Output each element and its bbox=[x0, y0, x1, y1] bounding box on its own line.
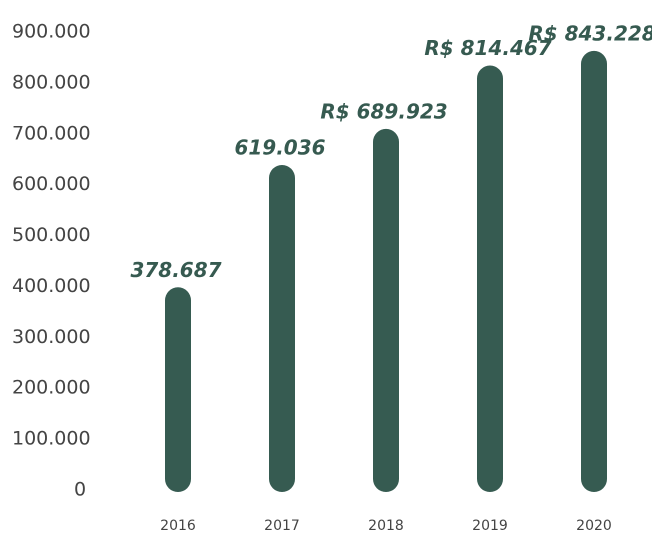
y-tick-label: 700.000 bbox=[12, 122, 91, 144]
x-tick-label: 2018 bbox=[368, 518, 404, 534]
x-tick-label: 2020 bbox=[576, 518, 612, 534]
y-tick-label: 400.000 bbox=[12, 275, 91, 297]
value-label: R$ 689.923 bbox=[320, 99, 447, 123]
bar bbox=[477, 65, 503, 492]
value-label: 619.036 bbox=[234, 135, 325, 159]
x-tick-label: 2017 bbox=[264, 518, 300, 534]
bar bbox=[373, 128, 399, 492]
y-tick-label: 900.000 bbox=[12, 21, 91, 43]
value-label: R$ 814.467 bbox=[424, 36, 551, 60]
bar bbox=[269, 164, 295, 492]
y-tick-label: 200.000 bbox=[12, 377, 91, 399]
x-tick-label: 2019 bbox=[472, 518, 508, 534]
y-tick-label: 0 bbox=[74, 479, 86, 501]
bar bbox=[581, 50, 607, 493]
x-tick-label: 2016 bbox=[160, 518, 196, 534]
y-tick-label: 800.000 bbox=[12, 71, 91, 93]
value-label: R$ 843.228 bbox=[528, 21, 652, 45]
y-tick-label: 500.000 bbox=[12, 224, 91, 246]
y-tick-label: 300.000 bbox=[12, 326, 91, 348]
y-tick-label: 100.000 bbox=[12, 428, 91, 450]
bar bbox=[165, 287, 191, 492]
value-label: 378.687 bbox=[130, 258, 221, 282]
y-tick-label: 600.000 bbox=[12, 173, 91, 195]
